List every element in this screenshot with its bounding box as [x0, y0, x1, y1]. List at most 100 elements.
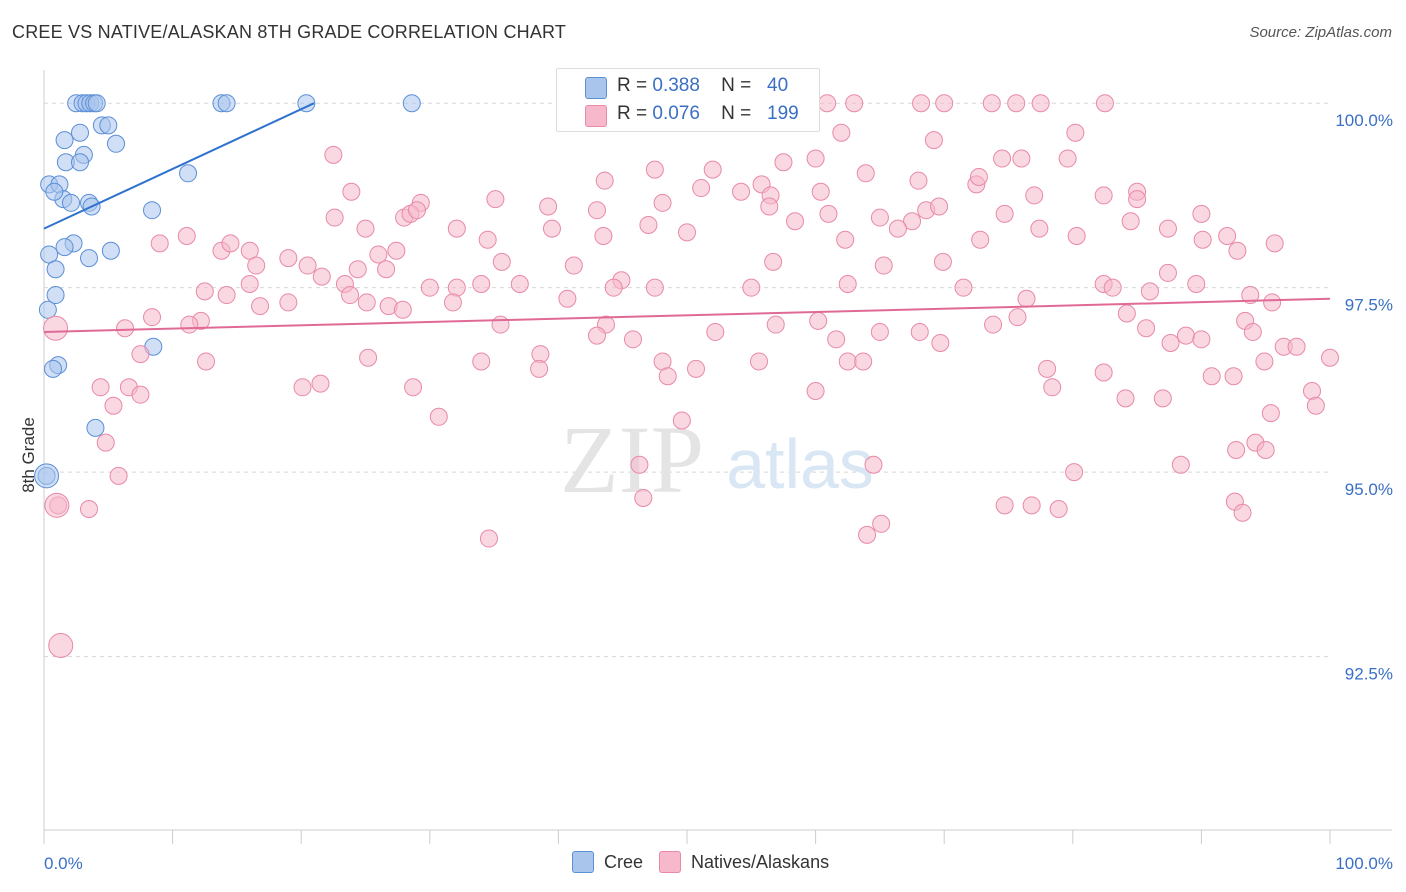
stats-row-cree: R = 0.388 N = 40 [557, 73, 819, 101]
natives-point [809, 311, 828, 330]
legend-item-cree: Cree [572, 851, 643, 873]
natives-point [1187, 274, 1206, 293]
natives-point [858, 525, 877, 544]
cree-point [297, 94, 316, 113]
natives-point [832, 123, 851, 142]
watermark-atlas: atlas [726, 425, 874, 503]
natives-point [827, 330, 846, 349]
natives-point [864, 455, 883, 474]
natives-point [931, 334, 950, 353]
natives-point [1224, 367, 1243, 386]
n-value-cree: 40 [767, 75, 789, 96]
natives-point-large [48, 633, 74, 659]
natives-point [1116, 389, 1135, 408]
natives-point [1094, 186, 1113, 205]
cree-point [217, 94, 236, 113]
natives-point [910, 322, 929, 341]
natives-point [359, 348, 378, 367]
stats-text-cree: R = 0.388 N = 40 [617, 75, 788, 97]
legend-label-natives: Natives/Alaskans [691, 851, 830, 872]
axes: 100.0% 97.5% 95.0% 92.5% 0.0% 100.0% [43, 70, 1393, 873]
natives-point [1287, 337, 1306, 356]
n-value-natives: 199 [767, 103, 799, 124]
cree-point [86, 418, 105, 437]
natives-point [143, 308, 162, 327]
natives-point [888, 219, 907, 238]
natives-point [342, 182, 361, 201]
natives-point [703, 160, 722, 179]
cree-point [46, 286, 65, 305]
natives-point [1066, 123, 1085, 142]
y-tick-label: 100.0% [1335, 111, 1393, 130]
trend-lines [43, 102, 1331, 333]
natives-point [903, 212, 922, 231]
natives-point [393, 300, 412, 319]
natives-point [995, 204, 1014, 223]
cree-point [143, 201, 162, 220]
cree-point [80, 249, 99, 268]
cree-point-large [34, 463, 60, 489]
cree-point [101, 241, 120, 260]
natives-point [247, 256, 266, 275]
natives-point [429, 407, 448, 426]
natives-point [750, 352, 769, 371]
natives-point [836, 230, 855, 249]
stats-box: R = 0.388 N = 40 R = 0.076 N = 199 [556, 68, 820, 132]
natives-point [1043, 378, 1062, 397]
natives-point [1137, 319, 1156, 338]
natives-point [933, 252, 952, 271]
natives-point [870, 208, 889, 227]
stats-swatch-natives [585, 105, 607, 127]
natives-point [1022, 496, 1041, 515]
natives-point [818, 94, 837, 113]
natives-point [104, 396, 123, 415]
natives-point [279, 293, 298, 312]
natives-point [491, 315, 510, 334]
natives-point [630, 455, 649, 474]
natives-point [407, 201, 426, 220]
n-label: N = [721, 103, 752, 124]
natives-point [971, 230, 990, 249]
natives-point [1008, 308, 1027, 327]
natives-point [1261, 404, 1280, 423]
natives-point [645, 278, 664, 297]
natives-point [1171, 455, 1190, 474]
natives-point [870, 322, 889, 341]
natives-point [298, 256, 317, 275]
natives-point [404, 378, 423, 397]
cree-point [45, 182, 64, 201]
natives-point [1017, 289, 1036, 308]
natives-point [131, 385, 150, 404]
cree-point [87, 94, 106, 113]
natives-point [845, 94, 864, 113]
natives-point [909, 171, 928, 190]
r-label: R = [617, 103, 648, 124]
natives-point [678, 223, 696, 242]
cree-point [99, 116, 118, 135]
natives-point [594, 227, 613, 246]
natives-point [217, 286, 236, 305]
natives-point [1030, 219, 1049, 238]
cree-point [71, 153, 90, 172]
natives-point [109, 466, 128, 485]
cree-point [44, 359, 63, 378]
natives-point [1058, 149, 1077, 168]
natives-point [1121, 212, 1140, 231]
natives-point [472, 352, 491, 371]
natives-point [1192, 330, 1211, 349]
natives-point [1263, 293, 1282, 312]
natives-point [935, 94, 954, 113]
legend-label-cree: Cree [604, 851, 644, 872]
legend: Cree Natives/Alaskans [572, 851, 829, 873]
natives-point [806, 381, 825, 400]
natives-point [96, 433, 115, 452]
natives-point [1193, 230, 1212, 249]
natives-point [1095, 94, 1114, 113]
natives-point [1255, 352, 1274, 371]
natives-point [1153, 389, 1172, 408]
natives-point [1233, 503, 1252, 522]
cree-point [179, 164, 198, 183]
natives-point [1025, 186, 1044, 205]
natives-point [479, 529, 498, 548]
natives-point [1202, 367, 1221, 386]
